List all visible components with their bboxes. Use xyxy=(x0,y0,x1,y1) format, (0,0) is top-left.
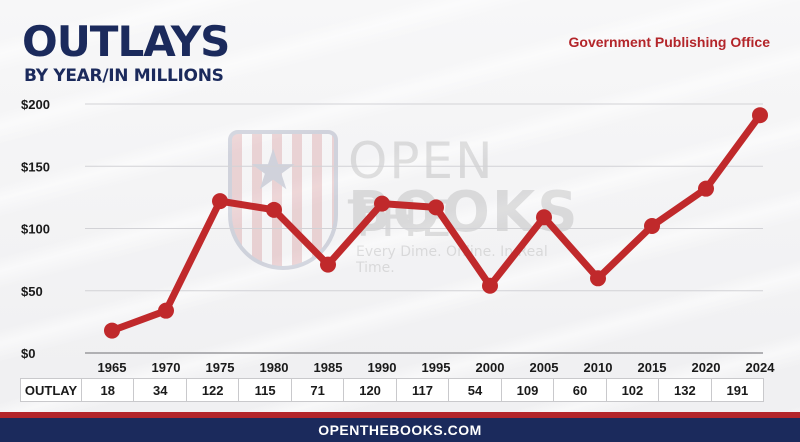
data-point xyxy=(104,322,120,339)
x-tick-label: 2024 xyxy=(746,360,776,375)
data-point xyxy=(644,218,660,235)
table-value-cell: 109 xyxy=(500,379,553,401)
footer-bar: OPENTHEBOOKS.COM xyxy=(0,418,800,442)
series-line xyxy=(108,111,764,335)
y-tick-label: $150 xyxy=(21,159,50,174)
data-point xyxy=(374,195,390,212)
x-tick-label: 1970 xyxy=(152,360,181,375)
table-value-cell: 132 xyxy=(658,379,710,401)
x-tick-label: 1980 xyxy=(260,360,289,375)
table-value-cell: 102 xyxy=(605,379,658,401)
y-axis: $0 $50 $100 $150 $200 xyxy=(21,97,50,361)
data-point xyxy=(320,256,336,273)
data-point xyxy=(428,199,444,216)
x-tick-label: 1975 xyxy=(206,360,235,375)
data-point xyxy=(266,201,282,218)
data-point xyxy=(482,277,498,294)
table-value-cell: 117 xyxy=(395,379,448,401)
x-tick-label: 1965 xyxy=(98,360,127,375)
x-tick-label: 2020 xyxy=(692,360,721,375)
table-row-label: OUTLAY xyxy=(24,382,78,398)
data-point xyxy=(212,193,228,210)
grid xyxy=(85,103,763,354)
source-label: Government Publishing Office xyxy=(568,34,770,50)
footer-stripe xyxy=(0,412,800,418)
y-tick-label: $100 xyxy=(21,222,50,237)
table-value-cell: 54 xyxy=(448,379,500,401)
x-tick-label: 2010 xyxy=(584,360,613,375)
data-points xyxy=(104,107,768,339)
line-chart: $0$50$100$150$200 1965 1970 1975 1980 1985 19… xyxy=(21,97,776,375)
table-value-cell: 122 xyxy=(185,379,238,401)
x-axis: 1965 1970 1975 1980 1985 1990 1995 2000 2005 2010… xyxy=(98,360,776,375)
y-tick-label: $50 xyxy=(21,284,43,299)
table-value-cell: 71 xyxy=(290,379,343,401)
data-point xyxy=(158,302,174,319)
x-tick-label: 1990 xyxy=(368,360,397,375)
data-point xyxy=(752,107,768,124)
chart-title: OUTLAYS xyxy=(22,17,230,66)
table-value-cell: 18 xyxy=(81,379,133,401)
table-value-cell: 34 xyxy=(133,379,185,401)
x-tick-label: 1985 xyxy=(314,360,343,375)
table-value-cell: 115 xyxy=(238,379,290,401)
y-tick-label: $0 xyxy=(21,346,35,361)
x-tick-label: 2005 xyxy=(530,360,559,375)
y-tick-label: $200 xyxy=(21,97,50,112)
table-value-cell: 60 xyxy=(553,379,605,401)
table-value-cell: 120 xyxy=(343,379,395,401)
x-tick-label: 2015 xyxy=(638,360,667,375)
data-point xyxy=(590,270,606,287)
table-value-cell: 191 xyxy=(710,379,763,401)
data-point xyxy=(698,180,714,197)
chart-subtitle: BY YEAR/IN MILLIONS xyxy=(24,66,224,86)
data-point xyxy=(536,209,552,226)
data-table: OUTLAY 18 34 122 115 71 120 117 54 109 60 102 132 19… xyxy=(20,378,764,402)
footer-url[interactable]: OPENTHEBOOKS.COM xyxy=(318,422,482,438)
x-tick-label: 1995 xyxy=(422,360,451,375)
x-tick-label: 2000 xyxy=(476,360,505,375)
